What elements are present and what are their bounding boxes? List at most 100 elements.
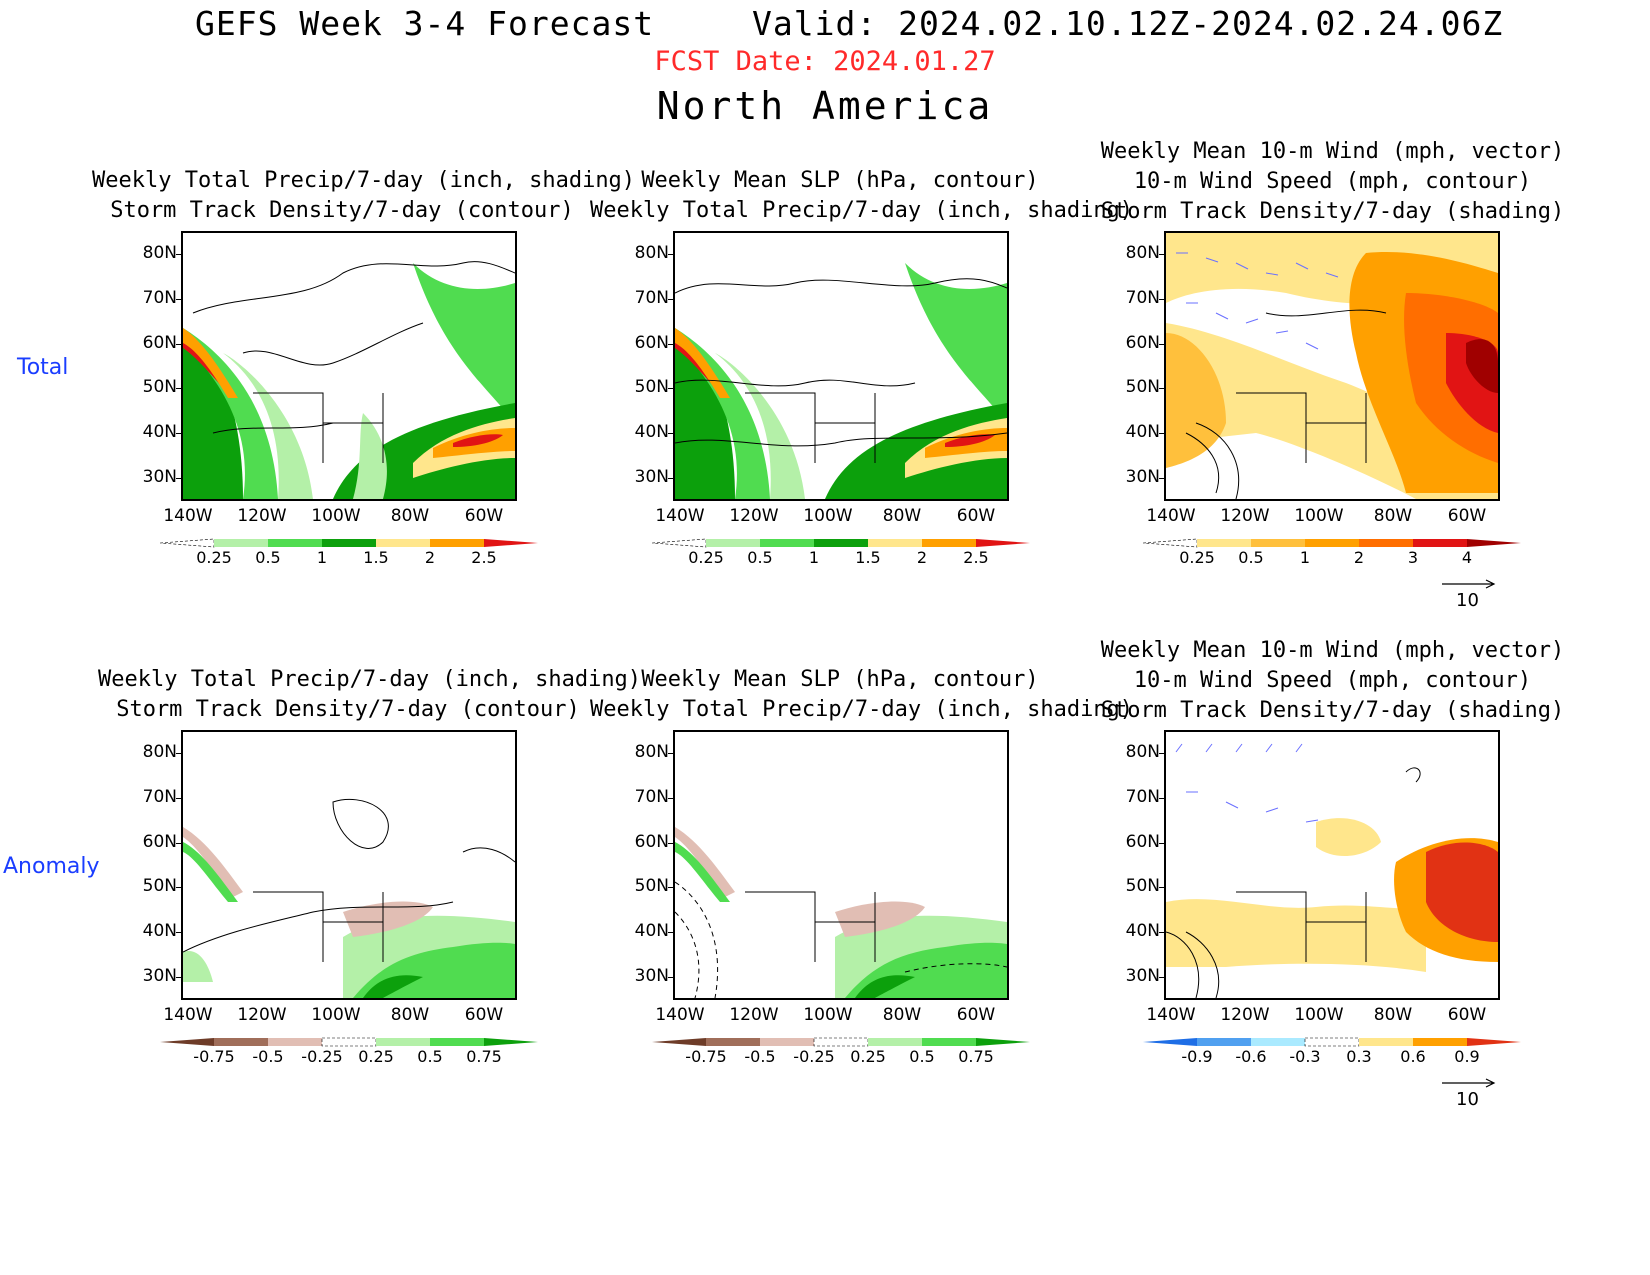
colorbar-label: -0.75	[193, 1047, 235, 1066]
colorbar-label: -0.25	[793, 1047, 835, 1066]
lon-tick-label: 140W	[1146, 1005, 1196, 1025]
colorbar-total-slp	[652, 538, 1030, 548]
colorbar-label: 0.25	[196, 548, 232, 567]
colorbar-segment	[1304, 1037, 1360, 1047]
lat-tick-mark	[668, 299, 673, 300]
colorbar-segment	[1251, 1038, 1305, 1046]
colorbar-anom-slp	[652, 1037, 1030, 1047]
colorbar-segment	[430, 539, 484, 547]
colorbar-segment	[922, 539, 976, 547]
lat-tick-label: 60N	[1125, 333, 1160, 353]
colorbar-segment	[760, 1038, 814, 1046]
colorbar-label: 1	[316, 548, 328, 567]
colorbar-label: -0.25	[301, 1047, 343, 1066]
lat-tick-mark	[1159, 388, 1164, 389]
colorbar-segment	[868, 1038, 922, 1046]
lon-tick-label: 80W	[882, 506, 922, 526]
lat-tick-mark	[1159, 254, 1164, 255]
colorbar-label: 1.5	[363, 548, 389, 567]
colorbar-label: 0.5	[255, 548, 281, 567]
colorbar-label: 0.3	[1346, 1047, 1372, 1066]
colorbar-segment	[706, 539, 760, 547]
colorbar-segment	[268, 539, 322, 547]
colorbar-segment	[484, 1038, 538, 1046]
lat-tick-mark	[1159, 887, 1164, 888]
lat-tick-mark	[668, 433, 673, 434]
lon-tick-label: 140W	[1146, 506, 1196, 526]
lat-tick-mark	[176, 932, 181, 933]
lat-tick-mark	[668, 887, 673, 888]
lon-tick-label: 140W	[655, 1005, 705, 1025]
lat-tick-label: 60N	[1125, 832, 1160, 852]
vector-reference-label-total: 10	[1456, 590, 1479, 611]
lat-tick-label: 40N	[1125, 422, 1160, 442]
map-total-precip	[181, 231, 517, 501]
lat-tick-label: 60N	[142, 832, 177, 852]
lat-tick-label: 70N	[634, 787, 669, 807]
lon-tick-label: 60W	[464, 506, 504, 526]
colorbar-segment	[706, 1038, 760, 1046]
colorbar-segment	[321, 1037, 377, 1047]
colorbar-label: -0.5	[744, 1047, 776, 1066]
region-title: North America	[656, 84, 994, 128]
colorbar-total-precip	[160, 538, 538, 548]
colorbar-segment	[1197, 1038, 1251, 1046]
lat-tick-mark	[1159, 478, 1164, 479]
colorbar-label: -0.9	[1181, 1047, 1213, 1066]
row-label-total: Total	[17, 355, 69, 380]
colorbar-segment	[1467, 539, 1521, 547]
lon-tick-label: 120W	[237, 1005, 287, 1025]
colorbar-label: 0.5	[417, 1047, 443, 1066]
lon-tick-label: 80W	[1373, 506, 1413, 526]
lon-tick-label: 100W	[803, 506, 853, 526]
title-forecast: GEFS Week 3-4 Forecast	[195, 4, 655, 43]
colorbar-label: -0.6	[1235, 1047, 1267, 1066]
lon-tick-label: 80W	[390, 506, 430, 526]
colorbar-label: 2	[424, 548, 436, 567]
lat-tick-mark	[1159, 843, 1164, 844]
colorbar-segment	[1467, 1038, 1521, 1046]
lat-tick-mark	[176, 478, 181, 479]
lon-tick-label: 120W	[237, 506, 287, 526]
colorbar-label: 0.9	[1454, 1047, 1480, 1066]
colorbar-segment	[813, 1037, 869, 1047]
colorbar-segment	[322, 539, 376, 547]
colorbar-label: 0.5	[909, 1047, 935, 1066]
lat-tick-mark	[668, 932, 673, 933]
lat-tick-label: 80N	[1125, 243, 1160, 263]
lat-tick-label: 80N	[634, 243, 669, 263]
lon-tick-label: 120W	[729, 506, 779, 526]
colorbar-label: -0.3	[1289, 1047, 1321, 1066]
colorbar-label: 1	[808, 548, 820, 567]
lat-tick-mark	[176, 887, 181, 888]
lat-tick-mark	[1159, 433, 1164, 434]
colorbar-label: 0.5	[747, 548, 773, 567]
lat-tick-label: 40N	[634, 921, 669, 941]
lon-tick-label: 140W	[655, 506, 705, 526]
colorbar-segment	[652, 1038, 706, 1046]
lat-tick-label: 50N	[142, 876, 177, 896]
forecast-date: FCST Date: 2024.01.27	[654, 46, 996, 77]
lat-tick-label: 30N	[142, 467, 177, 487]
lat-tick-label: 30N	[634, 467, 669, 487]
lat-tick-label: 30N	[634, 966, 669, 986]
lat-tick-label: 70N	[634, 288, 669, 308]
panel-title-total-wind: Weekly Mean 10-m Wind (mph, vector) 10-m…	[1100, 139, 1565, 224]
colorbar-segment	[922, 1038, 976, 1046]
lon-tick-label: 80W	[882, 1005, 922, 1025]
panel-title-total-slp: Weekly Mean SLP (hPa, contour) Weekly To…	[590, 168, 1134, 223]
colorbar-total-track	[1143, 538, 1521, 548]
lon-tick-label: 60W	[1447, 1005, 1487, 1025]
lat-tick-mark	[176, 753, 181, 754]
colorbar-segment	[160, 538, 215, 548]
colorbar-label: 3	[1407, 548, 1419, 567]
lat-tick-label: 80N	[634, 742, 669, 762]
lat-tick-mark	[668, 254, 673, 255]
colorbar-segment	[760, 539, 814, 547]
colorbar-segment	[1197, 539, 1251, 547]
colorbar-label: 0.6	[1400, 1047, 1426, 1066]
lat-tick-label: 80N	[142, 243, 177, 263]
lat-tick-mark	[668, 843, 673, 844]
map-anom-slp	[673, 730, 1009, 1000]
lat-tick-mark	[176, 254, 181, 255]
